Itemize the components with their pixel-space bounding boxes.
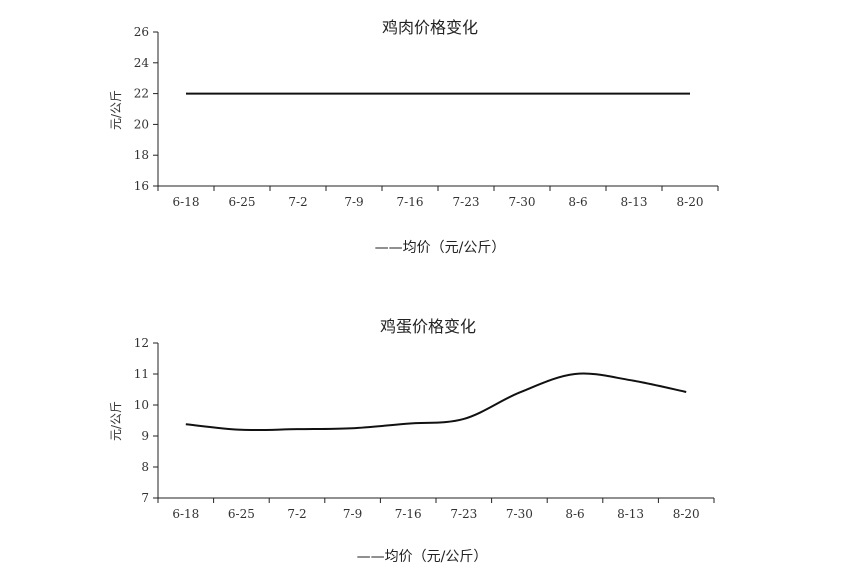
x-tick-label: 8-6: [565, 507, 584, 521]
y-tick-label: 16: [134, 179, 149, 193]
x-tick-label: 6-25: [229, 195, 256, 209]
y-tick-label: 7: [141, 491, 149, 505]
x-tick-label: 7-16: [397, 195, 424, 209]
x-tick-label: 8-13: [621, 195, 648, 209]
y-tick-label: 18: [134, 148, 149, 162]
chart-marks: 7 8 9 10 11 12 6-18 6-25 7-2 7-9 7-16 7-23 7-30 8-6 8-…: [134, 336, 715, 521]
y-tick-label: 12: [134, 336, 149, 350]
chart-title: 鸡肉价格变化: [382, 18, 478, 37]
y-tick-label: 20: [134, 117, 149, 131]
series-line: [185, 372, 687, 432]
x-tick-label: 7-9: [344, 195, 363, 209]
x-tick-label: 8-6: [568, 195, 587, 209]
chart-title: 鸡蛋价格变化: [380, 317, 476, 336]
y-tick-label: 10: [134, 398, 149, 412]
x-tick-label: 7-16: [395, 507, 422, 521]
x-tick-label: 7-30: [509, 195, 536, 209]
x-tick-label: 6-18: [172, 507, 199, 521]
legend-entry: ——均价（元/公斤）: [375, 240, 506, 256]
x-tick-label: 7-30: [506, 507, 533, 521]
y-tick-label: 22: [134, 87, 149, 101]
y-tick-label: 24: [134, 56, 150, 70]
x-tick-label: 6-18: [173, 195, 200, 209]
y-axis-label: 元/公斤: [109, 90, 123, 130]
x-tick-label: 8-20: [677, 195, 704, 209]
x-tick-label: 7-23: [453, 195, 480, 209]
legend-entry: ——均价（元/公斤）: [357, 549, 488, 565]
x-tick-label: 8-13: [617, 507, 644, 521]
x-tick-label: 8-20: [673, 507, 700, 521]
chicken-price-chart: 鸡肉价格变化 元/公斤 16 18 20 22 24 26 6-18 6-25 7-2 7-9 7-…: [109, 18, 719, 256]
y-tick-label: 11: [134, 367, 149, 381]
x-tick-label: 7-2: [288, 195, 307, 209]
y-tick-label: 26: [134, 25, 149, 39]
x-tick-label: 7-9: [343, 507, 362, 521]
x-tick-label: 6-25: [228, 507, 255, 521]
x-tick-label: 7-23: [450, 507, 477, 521]
y-axis-label: 元/公斤: [109, 401, 123, 441]
x-tick-label: 7-2: [287, 507, 306, 521]
y-tick-label: 9: [141, 429, 149, 443]
chart-marks: 16 18 20 22 24 26 6-18 6-25 7-2 7-9 7-16 7-23 7-30 8-…: [134, 25, 719, 209]
y-tick-label: 8: [141, 460, 149, 474]
